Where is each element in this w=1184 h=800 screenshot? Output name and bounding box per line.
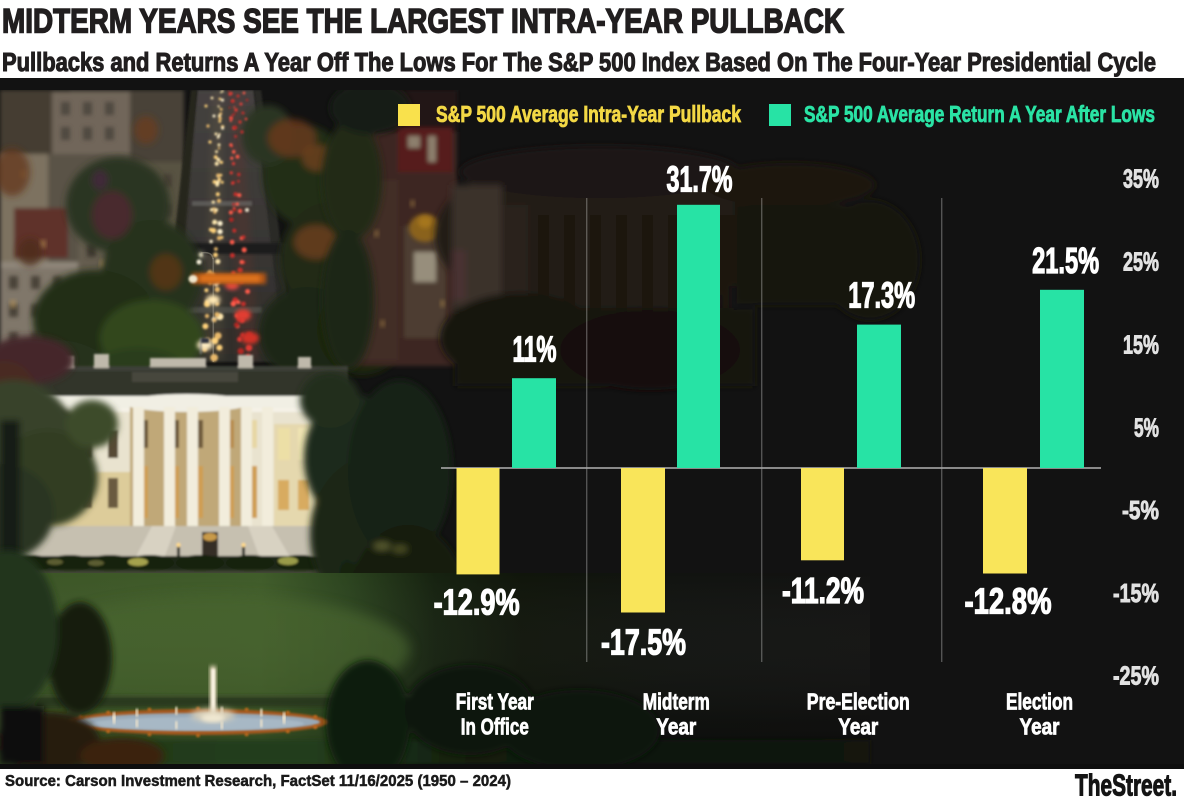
svg-text:Pullbacks and Returns A Year O: Pullbacks and Returns A Year Off The Low…: [2, 47, 1156, 77]
svg-text:TheStreet.: TheStreet.: [1075, 769, 1177, 800]
svg-text:First Year: First Year: [456, 689, 534, 715]
svg-text:Source: Carson Investment Rese: Source: Carson Investment Research, Fact…: [5, 773, 511, 790]
svg-text:Year: Year: [838, 714, 878, 740]
svg-text:31.7%: 31.7%: [667, 159, 733, 200]
svg-text:25%: 25%: [1123, 247, 1159, 277]
svg-text:17.3%: 17.3%: [848, 275, 915, 316]
svg-text:Midterm: Midterm: [643, 689, 710, 715]
svg-text:35%: 35%: [1123, 164, 1159, 194]
svg-text:-5%: -5%: [1122, 495, 1159, 525]
svg-text:S&P 500 Average Return A Year: S&P 500 Average Return A Year After Lows: [804, 101, 1155, 127]
svg-text:-25%: -25%: [1113, 661, 1159, 691]
svg-text:-17.5%: -17.5%: [601, 622, 686, 663]
svg-text:15%: 15%: [1123, 330, 1159, 360]
svg-text:Pre-Election: Pre-Election: [807, 689, 910, 715]
svg-text:-12.8%: -12.8%: [965, 581, 1052, 622]
svg-text:Year: Year: [656, 714, 696, 740]
svg-text:In Office: In Office: [461, 714, 529, 740]
svg-text:11%: 11%: [513, 329, 557, 370]
svg-text:-11.2%: -11.2%: [782, 570, 864, 611]
svg-text:21.5%: 21.5%: [1032, 240, 1099, 281]
svg-text:S&P 500 Average Intra-Year Pul: S&P 500 Average Intra-Year Pullback: [436, 101, 741, 127]
svg-text:5%: 5%: [1134, 413, 1159, 443]
svg-text:Year: Year: [1020, 714, 1060, 740]
svg-text:-12.9%: -12.9%: [434, 582, 520, 623]
svg-text:MIDTERM YEARS SEE THE LARGEST: MIDTERM YEARS SEE THE LARGEST INTRA-YEAR…: [2, 3, 844, 41]
svg-text:-15%: -15%: [1113, 578, 1159, 608]
svg-text:Election: Election: [1006, 689, 1073, 715]
